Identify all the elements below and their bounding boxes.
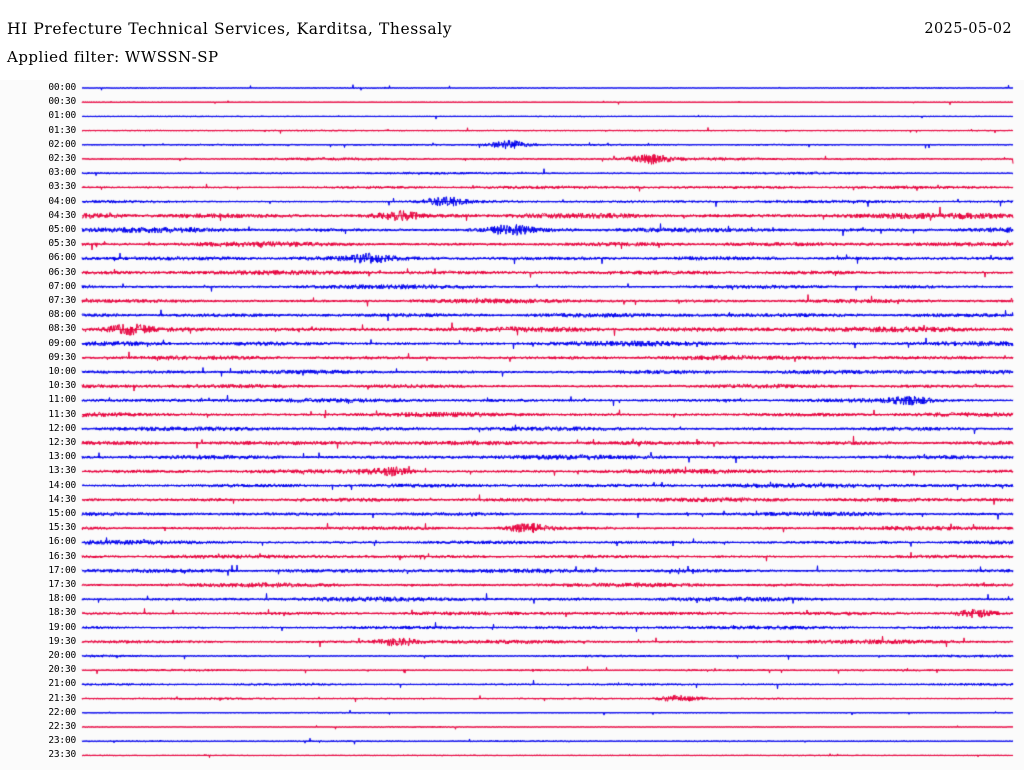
time-tick-label: 16:30 (48, 550, 76, 562)
time-tick-label: 23:30 (48, 749, 76, 761)
time-tick-label: 06:00 (48, 252, 76, 264)
record-date: 2025-05-02 (924, 21, 1012, 37)
time-tick-label: 18:00 (48, 593, 76, 605)
time-tick-label: 05:00 (48, 224, 76, 235)
seismogram-plot-area: 00:00 00:30 01:00 01:30 02:00 02:30 03:00 03:30… (0, 80, 1024, 770)
time-tick-label: 04:30 (48, 209, 76, 221)
time-tick-label: 03:00 (48, 167, 76, 179)
time-tick-label: 07:30 (48, 295, 76, 306)
time-tick-label: 09:00 (48, 337, 76, 349)
time-tick-label: 07:00 (48, 280, 76, 292)
time-tick-label: 17:00 (48, 564, 76, 576)
time-tick-label: 10:00 (48, 366, 76, 377)
time-tick-label: 15:00 (48, 508, 76, 519)
header: HI Prefecture Technical Services, Kardit… (0, 0, 1024, 76)
time-tick-label: 20:30 (48, 664, 76, 676)
time-tick-label: 03:30 (48, 181, 76, 193)
time-tick-label: 20:00 (48, 650, 76, 661)
time-tick-label: 10:30 (48, 380, 76, 392)
time-tick-label: 04:00 (48, 195, 76, 207)
time-tick-label: 13:30 (48, 465, 76, 477)
time-tick-label: 11:30 (48, 408, 76, 420)
time-tick-label: 19:00 (48, 621, 76, 633)
time-tick-label: 14:30 (48, 493, 76, 505)
applied-filter-label: Applied filter: WWSSN-SP (7, 48, 219, 66)
time-tick-label: 08:30 (48, 323, 76, 335)
time-tick-label: 22:00 (48, 706, 76, 718)
time-tick-label: 08:00 (48, 309, 76, 321)
time-tick-label: 12:30 (48, 437, 76, 448)
time-tick-label: 21:30 (48, 692, 76, 704)
time-tick-label: 00:00 (48, 82, 76, 93)
time-tick-label: 09:30 (48, 351, 76, 363)
time-tick-label: 21:00 (48, 678, 76, 690)
time-tick-label: 01:30 (48, 124, 76, 136)
time-tick-label: 13:00 (48, 451, 76, 463)
time-tick-label: 12:00 (48, 422, 76, 434)
time-tick-label: 19:30 (48, 635, 76, 647)
time-tick-label: 11:00 (48, 394, 76, 406)
time-tick-label: 02:30 (48, 153, 76, 164)
time-tick-label: 00:30 (48, 96, 76, 108)
time-tick-label: 16:00 (48, 536, 76, 548)
time-tick-label: 18:30 (48, 607, 76, 619)
time-axis: 00:00 00:30 01:00 01:30 02:00 02:30 03:00 03:30… (0, 80, 82, 770)
time-tick-label: 15:30 (48, 522, 76, 534)
time-tick-label: 05:30 (48, 238, 76, 250)
time-tick-label: 01:00 (48, 110, 76, 122)
time-tick-label: 23:00 (48, 735, 76, 747)
time-tick-label: 02:00 (48, 138, 76, 150)
time-tick-label: 22:30 (48, 721, 76, 732)
time-tick-label: 17:30 (48, 579, 76, 590)
page-title: HI Prefecture Technical Services, Kardit… (7, 20, 453, 38)
time-tick-label: 06:30 (48, 266, 76, 278)
time-tick-label: 14:00 (48, 479, 76, 491)
seismogram-traces (0, 80, 1024, 770)
